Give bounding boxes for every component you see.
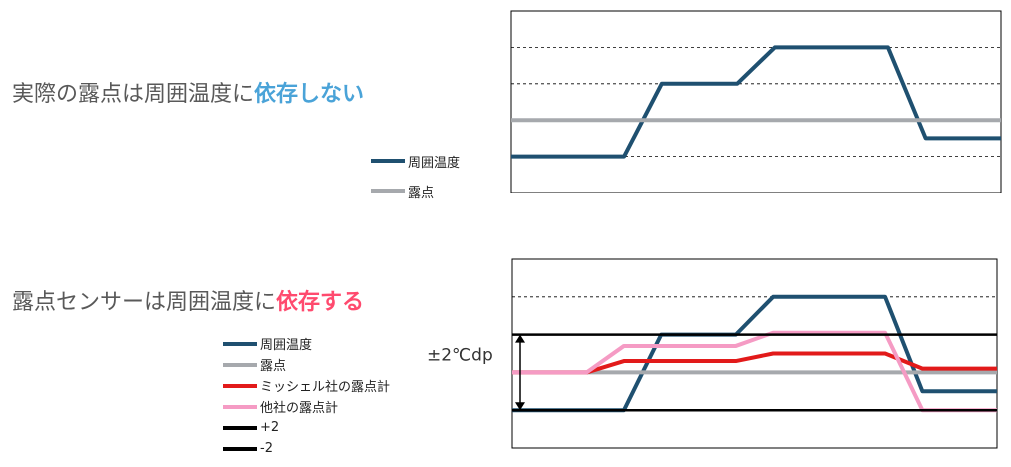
- legend-item: 他社の露点計: [223, 396, 390, 417]
- legend-item: ミッシェル社の露点計: [223, 375, 390, 396]
- chart1-legend: 周囲温度 露点: [371, 146, 460, 206]
- plot-area: [510, 10, 1002, 193]
- heading-independent-prefix: 実際の露点は周囲温度に: [12, 82, 255, 107]
- legend-item: 露点: [371, 176, 460, 206]
- legend-item: +2: [223, 417, 390, 438]
- plot-area: [511, 258, 998, 449]
- legend-label: ミッシェル社の露点計: [260, 380, 391, 395]
- legend-label: -2: [260, 441, 273, 456]
- legend-label: 周囲温度: [260, 338, 313, 353]
- heading-dependent-prefix: 露点センサーは周囲温度に: [12, 290, 277, 315]
- legend-swatch: [223, 362, 257, 367]
- heading-independent-emphasis: 依存しない: [254, 82, 365, 107]
- arrowhead-up: [515, 334, 525, 343]
- series-line: [512, 351, 997, 375]
- legend-swatch: [223, 446, 257, 451]
- heading-dependent-emphasis: 依存する: [276, 290, 365, 315]
- legend-label: 他社の露点計: [260, 401, 339, 416]
- legend-swatch: [371, 159, 405, 163]
- arrowhead-down: [515, 402, 525, 411]
- legend-swatch: [223, 425, 257, 430]
- range-annotation: ±2℃dp: [427, 345, 493, 365]
- chart2-legend: 周囲温度露点ミッシェル社の露点計 他社の露点計 +2 -2: [223, 333, 390, 459]
- heading-independent: 実際の露点は周囲温度に依存しない: [12, 76, 364, 108]
- legend-label: 露点: [260, 359, 287, 374]
- heading-dependent: 露点センサーは周囲温度に依存する: [12, 284, 364, 316]
- legend-label: 露点: [408, 185, 435, 201]
- series-line: [511, 45, 1001, 159]
- series-line: [512, 330, 997, 413]
- chart-actual-dew-point: [510, 10, 1002, 193]
- legend-item: -2: [223, 438, 390, 459]
- legend-item: 周囲温度: [223, 333, 390, 354]
- legend-item: 周囲温度: [371, 146, 460, 176]
- chart-sensor-dew-point: ±2℃dp: [427, 258, 998, 449]
- legend-swatch: [223, 383, 257, 388]
- legend-swatch: [223, 341, 257, 346]
- legend-item: 露点: [223, 354, 390, 375]
- legend-swatch: [371, 189, 405, 193]
- legend-label: +2: [260, 420, 280, 435]
- legend-label: 周囲温度: [408, 155, 461, 171]
- legend-swatch: [223, 404, 257, 409]
